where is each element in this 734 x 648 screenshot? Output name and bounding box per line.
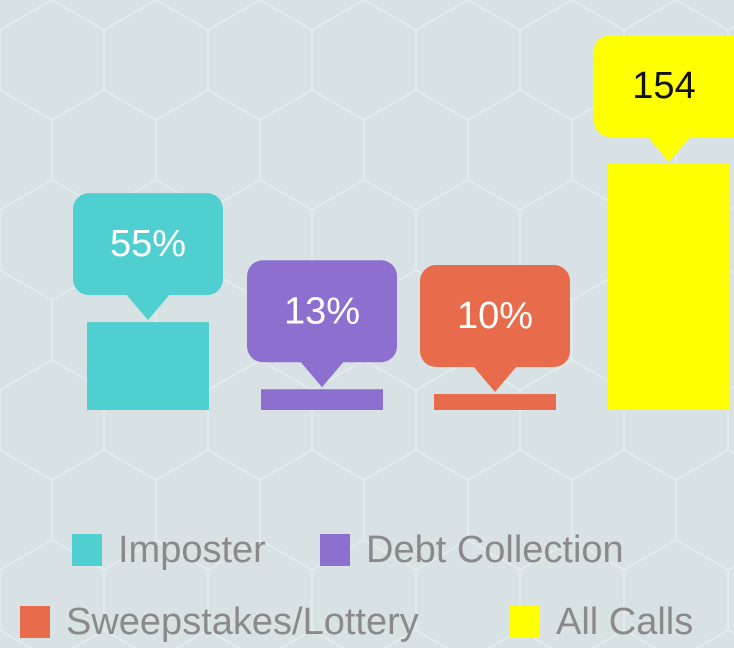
bar (434, 394, 556, 410)
bar (608, 164, 730, 410)
legend-swatch (72, 534, 102, 566)
legend-label: Imposter (118, 529, 266, 571)
legend-swatch (510, 606, 540, 638)
value-label: 154 (632, 65, 695, 107)
value-label: 55% (110, 223, 186, 265)
callout-pointer (473, 366, 517, 393)
legend-label: Sweepstakes/Lottery (66, 601, 419, 643)
callout (247, 260, 397, 363)
value-label: 13% (284, 290, 360, 332)
callout-pointer (647, 136, 691, 162)
legend-label: All Calls (556, 601, 693, 643)
callout (73, 193, 223, 296)
value-label: 10% (457, 295, 533, 337)
bar (261, 389, 383, 410)
callout (420, 265, 570, 368)
callout-pointer (126, 294, 170, 321)
callout (594, 35, 734, 137)
legend-label: Debt Collection (366, 529, 624, 571)
callout-pointer (300, 361, 344, 388)
legend-swatch (320, 534, 350, 566)
legend-swatch (20, 606, 50, 638)
bar (87, 322, 209, 410)
